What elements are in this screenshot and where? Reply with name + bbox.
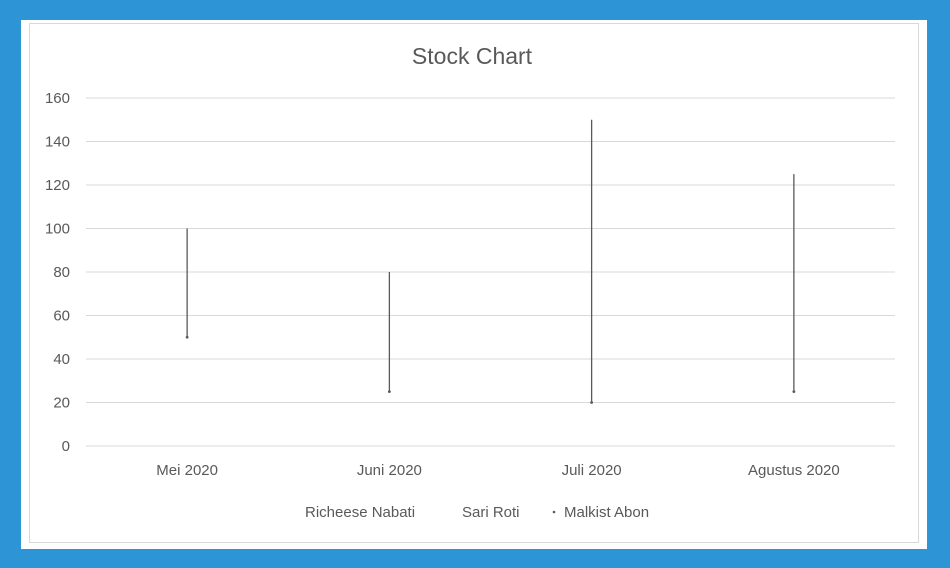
legend-marker — [552, 510, 556, 514]
high-low-lines — [185, 119, 796, 404]
chart-area — [29, 23, 919, 543]
grid-layer — [86, 97, 895, 447]
x-axis-ticks: Mei 2020 Juni 2020 Juli 2020 Agustus 2020 — [156, 462, 839, 479]
close-marker — [792, 390, 796, 394]
chart-title: Stock Chart — [412, 43, 533, 69]
y-tick-label: 160 — [45, 90, 70, 107]
x-tick-label: Juli 2020 — [562, 462, 622, 479]
y-axis-ticks: 0 20 40 60 80 100 120 140 160 — [45, 90, 70, 455]
y-tick-label: 20 — [53, 395, 70, 412]
y-tick-label: 120 — [45, 177, 70, 194]
x-tick-label: Agustus 2020 — [748, 462, 840, 479]
legend-item-label: Richeese Nabati — [305, 504, 415, 521]
close-marker — [590, 401, 594, 404]
y-tick-label: 140 — [45, 134, 70, 151]
x-tick-label: Juni 2020 — [357, 462, 422, 479]
close-marker — [185, 335, 189, 339]
legend-item-label: Sari Roti — [462, 504, 520, 521]
x-tick-label: Mei 2020 — [156, 462, 218, 479]
chart-frame — [21, 20, 927, 549]
y-tick-label: 40 — [53, 351, 70, 368]
y-tick-label: 80 — [53, 264, 70, 281]
close-marker — [387, 390, 391, 394]
legend-item-label: Malkist Abon — [564, 504, 649, 521]
y-tick-label: 100 — [45, 221, 70, 238]
legend: Richeese Nabati Sari Roti Malkist Abon — [305, 504, 649, 521]
y-tick-label: 60 — [53, 308, 70, 325]
y-tick-label: 0 — [62, 438, 70, 455]
